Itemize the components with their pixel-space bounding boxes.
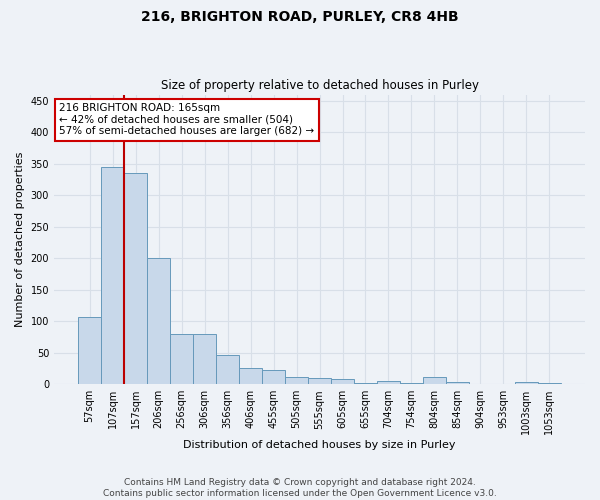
Bar — [193, 334, 216, 384]
Bar — [170, 334, 193, 384]
Bar — [124, 174, 147, 384]
X-axis label: Distribution of detached houses by size in Purley: Distribution of detached houses by size … — [183, 440, 456, 450]
Bar — [354, 383, 377, 384]
Bar — [423, 376, 446, 384]
Bar — [78, 317, 101, 384]
Bar — [400, 383, 423, 384]
Bar — [515, 382, 538, 384]
Y-axis label: Number of detached properties: Number of detached properties — [15, 152, 25, 327]
Bar — [285, 376, 308, 384]
Bar — [308, 378, 331, 384]
Bar — [377, 381, 400, 384]
Text: Contains HM Land Registry data © Crown copyright and database right 2024.
Contai: Contains HM Land Registry data © Crown c… — [103, 478, 497, 498]
Title: Size of property relative to detached houses in Purley: Size of property relative to detached ho… — [161, 79, 479, 92]
Bar — [538, 383, 561, 384]
Bar — [216, 354, 239, 384]
Bar — [331, 379, 354, 384]
Bar — [147, 258, 170, 384]
Bar — [262, 370, 285, 384]
Text: 216, BRIGHTON ROAD, PURLEY, CR8 4HB: 216, BRIGHTON ROAD, PURLEY, CR8 4HB — [141, 10, 459, 24]
Bar — [239, 368, 262, 384]
Bar — [101, 167, 124, 384]
Text: 216 BRIGHTON ROAD: 165sqm
← 42% of detached houses are smaller (504)
57% of semi: 216 BRIGHTON ROAD: 165sqm ← 42% of detac… — [59, 103, 314, 136]
Bar — [446, 382, 469, 384]
